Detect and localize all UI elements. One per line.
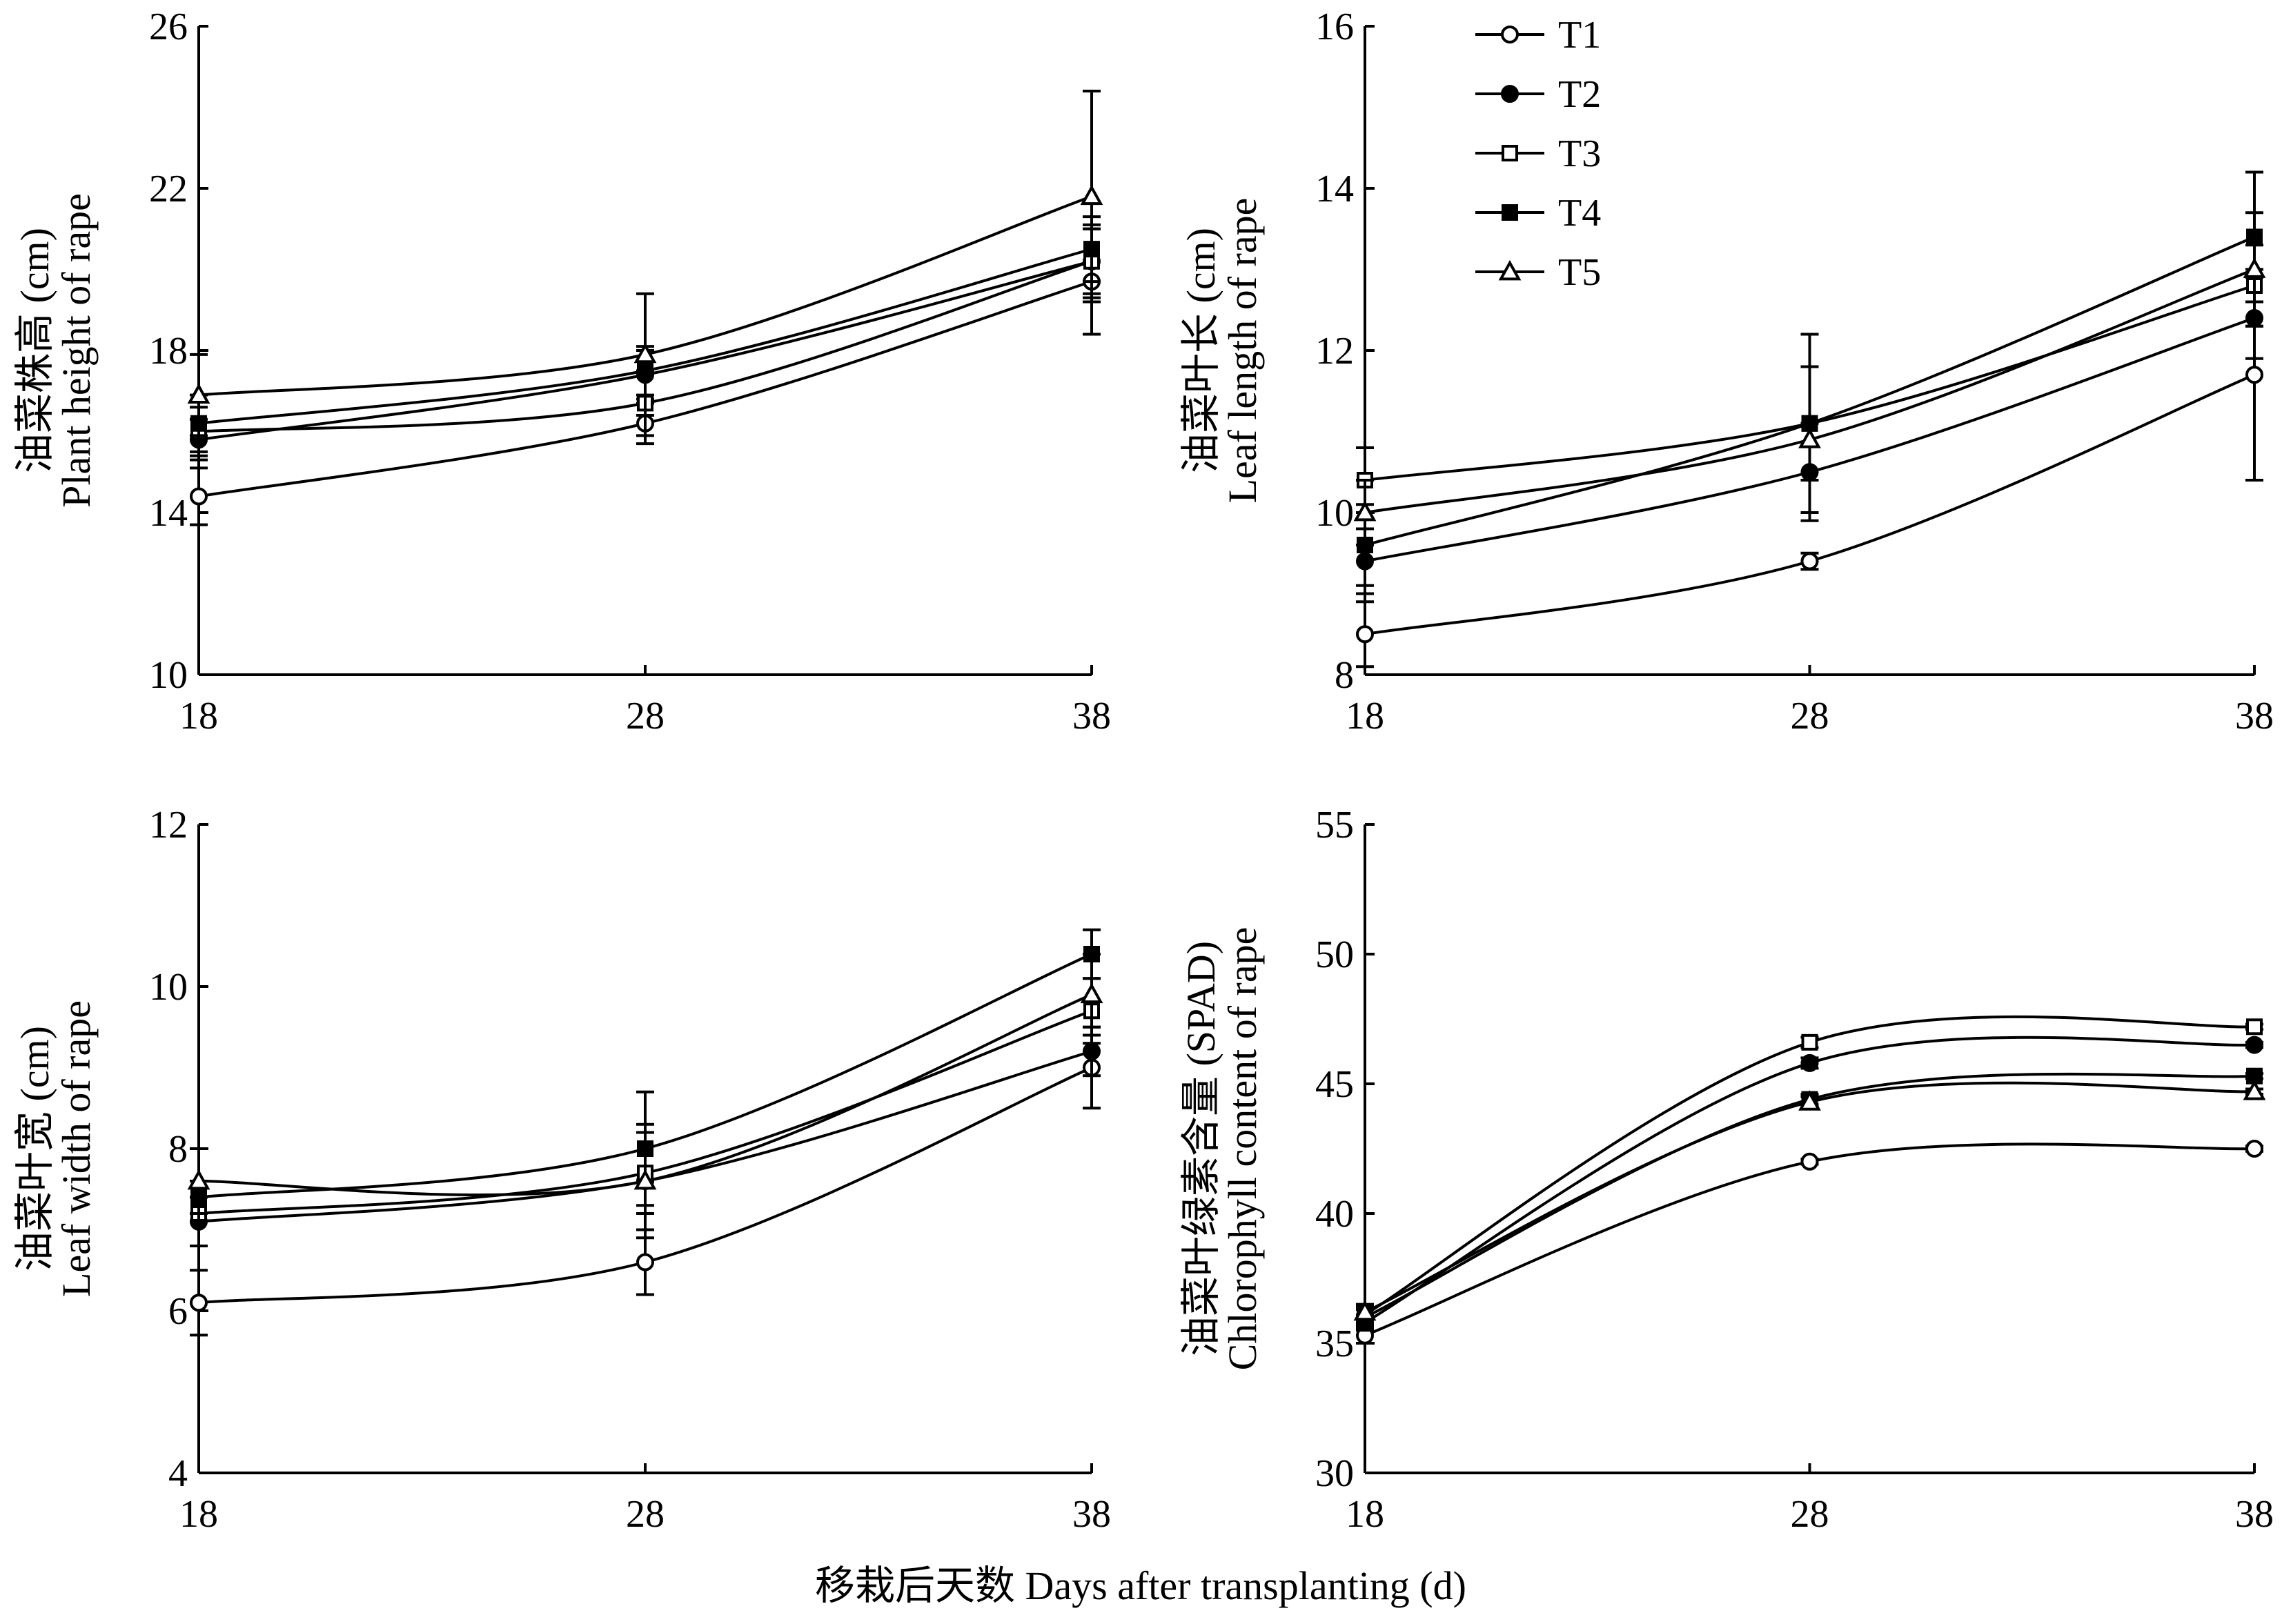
data-point: [2245, 1036, 2263, 1054]
legend-marker: [1501, 85, 1519, 103]
data-point: [1800, 1152, 1819, 1171]
series-t5: [187, 90, 1103, 437]
legend-item-t5: T5: [1475, 251, 1601, 294]
data-point: [187, 1169, 210, 1190]
y-axis-title-cn: 油菜叶宽 (cm): [12, 1026, 57, 1271]
x-axis-title: 移栽后天数 Days after transplanting (d): [815, 1563, 1466, 1608]
y-tick-label: 45: [1315, 1063, 1354, 1106]
x-tick-label: 18: [1346, 1493, 1384, 1536]
y-tick-label: 12: [149, 804, 188, 846]
data-point: [1800, 552, 1819, 571]
x-tick-label: 18: [1346, 695, 1384, 737]
legend-marker: [1501, 26, 1519, 43]
y-axis-title-en: Leaf length of rape: [1220, 198, 1265, 504]
legend-label: T1: [1558, 14, 1601, 57]
y-tick-label: 12: [1315, 330, 1354, 373]
y-axis-title-cn: 油菜株高 (cm): [12, 228, 57, 473]
y-tick-label: 6: [168, 1290, 188, 1333]
data-point: [636, 1253, 654, 1271]
data-point: [190, 487, 208, 506]
y-tick-label: 8: [1335, 654, 1354, 697]
y-tick-label: 50: [1315, 933, 1354, 976]
chart-panel-3: 4 6 8 10 12 18 28 38 油菜叶宽 (cm)Leaf width of rape: [12, 804, 1111, 1536]
y-tick-label: 18: [149, 330, 188, 373]
y-tick-label: 16: [1315, 6, 1354, 48]
x-tick-label: 38: [1072, 1493, 1111, 1536]
legend-label: T5: [1558, 251, 1601, 294]
data-point: [2243, 1080, 2266, 1100]
series-t5: [1353, 211, 2266, 546]
series-t1: [1356, 1140, 2263, 1345]
data-point: [190, 1294, 208, 1312]
legend: T1 T2 T3 T4 T5: [1475, 14, 1601, 294]
legend-marker: [1502, 204, 1518, 221]
y-tick-label: 26: [149, 6, 188, 48]
y-axis-title-cn: 油菜叶绿素含量 (SPAD): [1179, 941, 1223, 1356]
chart-panel-1: 10 14 18 22 26 18 28 38 油菜株高 (cm)Plant height of…: [12, 6, 1111, 737]
data-point: [1083, 1042, 1101, 1060]
data-point: [1356, 625, 1374, 644]
data-point: [2246, 1018, 2263, 1036]
data-point: [633, 1169, 657, 1190]
y-axis-title-en: Plant height of rape: [54, 193, 99, 508]
data-point: [1801, 1033, 1818, 1051]
series-line: [1364, 1072, 2255, 1319]
legend-label: T3: [1558, 132, 1601, 175]
data-point: [2245, 366, 2263, 384]
data-point: [1080, 184, 1103, 206]
x-tick-label: 28: [1791, 1493, 1829, 1536]
legend-marker: [1502, 145, 1518, 161]
legend-item-t3: T3: [1475, 132, 1601, 175]
chart-panel-2: 8 10 12 14 16 18 28 38 油菜叶长 (cm)Leaf length of r…: [1179, 6, 2274, 737]
x-tick-label: 28: [1791, 695, 1829, 737]
legend-item-t4: T4: [1475, 192, 1601, 235]
legend-marker: [1498, 259, 1522, 281]
x-tick-label: 28: [626, 1493, 665, 1536]
y-tick-label: 14: [149, 492, 188, 535]
data-point: [1080, 982, 1103, 1004]
x-tick-label: 38: [2235, 1493, 2274, 1536]
data-point: [2245, 1140, 2263, 1158]
data-point: [1798, 1090, 1821, 1111]
series-t2: [1356, 1036, 2263, 1332]
legend-label: T2: [1558, 73, 1601, 116]
data-point: [633, 342, 657, 364]
y-tick-label: 40: [1315, 1193, 1354, 1236]
y-tick-label: 22: [149, 168, 188, 210]
chart-panels: 10 14 18 22 26 18 28 38 油菜株高 (cm)Plant height of…: [12, 6, 2274, 1536]
y-tick-label: 10: [149, 654, 188, 697]
series-t5: [187, 953, 1103, 1231]
series-t5: [1353, 1080, 2266, 1322]
data-point: [187, 383, 210, 404]
data-point: [1798, 428, 1821, 448]
x-tick-label: 38: [2235, 695, 2274, 737]
y-tick-label: 8: [168, 1128, 188, 1171]
series-line: [1364, 1036, 2255, 1324]
y-tick-label: 10: [1315, 492, 1354, 535]
data-point: [1353, 1300, 1377, 1321]
legend-item-t1: T1: [1475, 14, 1601, 57]
y-tick-label: 4: [168, 1452, 188, 1495]
y-axis-title-en: Chlorophyll content of rape: [1220, 927, 1265, 1371]
y-axis-title-en: Leaf width of rape: [54, 1000, 99, 1297]
data-point: [1353, 500, 1377, 522]
x-tick-label: 18: [179, 1493, 218, 1536]
y-tick-label: 14: [1315, 168, 1354, 210]
legend-item-t2: T2: [1475, 73, 1601, 116]
x-tick-label: 38: [1072, 695, 1111, 737]
data-point: [2243, 257, 2266, 278]
legend-label: T4: [1558, 192, 1601, 235]
data-point: [1800, 1053, 1819, 1072]
y-axis-title-cn: 油菜叶长 (cm): [1179, 228, 1223, 473]
x-tick-label: 18: [179, 695, 218, 737]
chart-panel-4: 30 35 40 45 50 55 18 28 38 油菜叶绿素含量 (SPAD)Chloroph…: [1179, 804, 2274, 1536]
y-tick-label: 30: [1315, 1452, 1354, 1495]
y-tick-label: 35: [1315, 1323, 1354, 1365]
y-tick-label: 10: [149, 966, 188, 1009]
y-tick-label: 55: [1315, 804, 1354, 846]
x-tick-label: 28: [626, 695, 665, 737]
